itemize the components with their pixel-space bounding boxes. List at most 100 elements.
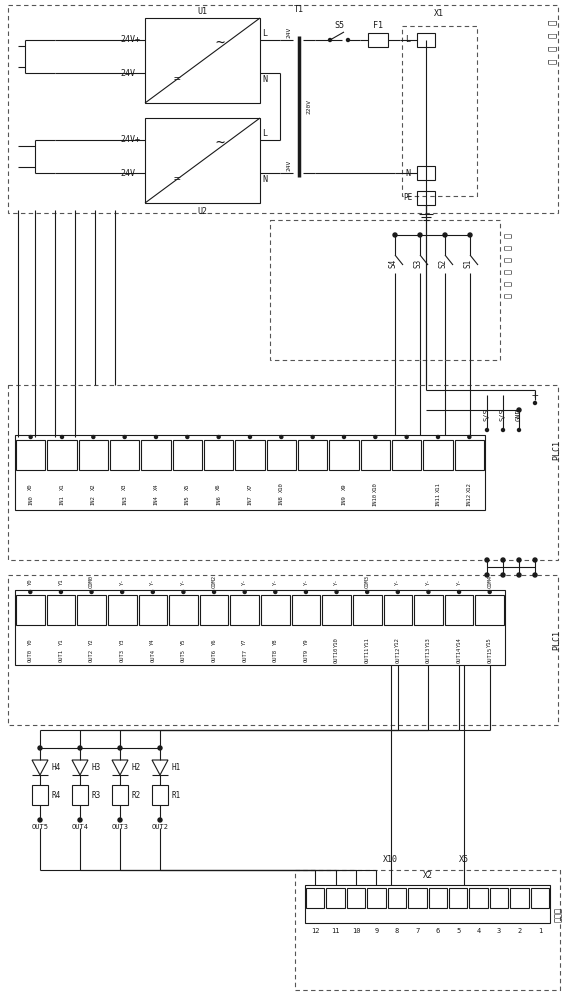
Circle shape (90, 590, 93, 593)
Text: Y-: Y- (273, 579, 278, 585)
Text: IN2: IN2 (91, 495, 96, 505)
Text: S/S: S/S (500, 409, 506, 421)
Text: L: L (405, 35, 410, 44)
Bar (305, 885, 550, 923)
Bar (145, 118, 260, 203)
Text: Y13: Y13 (426, 637, 431, 647)
Text: X5: X5 (185, 484, 190, 490)
Text: X5: X5 (459, 856, 469, 864)
Text: Y-: Y- (457, 579, 462, 585)
Text: X1: X1 (59, 484, 64, 490)
Bar (145, 18, 260, 103)
Text: X10: X10 (373, 482, 378, 492)
Bar (455, 440, 484, 470)
Text: OUT8: OUT8 (273, 648, 278, 662)
Text: 24V-: 24V- (120, 68, 140, 78)
Text: OUT13: OUT13 (426, 647, 431, 663)
Text: Y0: Y0 (28, 639, 33, 645)
Text: OUT5: OUT5 (181, 648, 186, 662)
Text: 拨: 拨 (503, 232, 512, 237)
Bar (261, 595, 290, 625)
Circle shape (78, 746, 82, 750)
Text: OUT3: OUT3 (120, 648, 125, 662)
Text: T1: T1 (294, 5, 304, 14)
Circle shape (501, 558, 505, 562)
Circle shape (158, 746, 162, 750)
Text: Y-: Y- (426, 579, 431, 585)
Text: Y11: Y11 (365, 637, 370, 647)
Text: Y-: Y- (150, 579, 155, 585)
Text: IN7: IN7 (247, 495, 253, 505)
Circle shape (249, 436, 251, 438)
Bar (16, 595, 44, 625)
Text: =: = (174, 74, 181, 84)
Text: Y-: Y- (242, 579, 247, 585)
Text: 8: 8 (395, 928, 399, 934)
Text: Y12: Y12 (396, 637, 400, 647)
Bar (8, 385, 558, 560)
Bar (112, 785, 128, 805)
Circle shape (158, 818, 162, 822)
Bar (267, 440, 296, 470)
Text: 24V+: 24V+ (120, 35, 140, 44)
Text: R2: R2 (132, 790, 141, 800)
Text: Y14: Y14 (457, 637, 462, 647)
Circle shape (243, 590, 246, 593)
Text: X4: X4 (153, 484, 158, 490)
Text: 24V: 24V (287, 26, 291, 38)
Text: 路: 路 (503, 292, 512, 298)
Text: IN3: IN3 (122, 495, 127, 505)
Text: IN9: IN9 (341, 495, 347, 505)
Circle shape (29, 590, 32, 593)
Text: Y3: Y3 (120, 639, 125, 645)
Text: OUT9: OUT9 (303, 648, 308, 662)
Text: X7: X7 (247, 484, 253, 490)
Text: PE: PE (404, 194, 413, 202)
Text: Y2: Y2 (89, 639, 94, 645)
Text: PLC1: PLC1 (552, 630, 561, 650)
Text: 电: 电 (548, 19, 557, 25)
Text: U2: U2 (197, 207, 207, 216)
Bar (16, 440, 46, 470)
Text: Y4: Y4 (150, 639, 155, 645)
Text: S1: S1 (463, 258, 473, 268)
Circle shape (396, 590, 400, 593)
Text: N: N (262, 76, 267, 85)
Bar (417, 191, 435, 205)
Text: 3: 3 (497, 928, 501, 934)
Text: L: L (262, 128, 267, 137)
Text: 6: 6 (435, 928, 440, 934)
Text: +: + (532, 390, 539, 400)
Text: S3: S3 (413, 258, 422, 268)
Bar (475, 595, 504, 625)
Circle shape (38, 746, 42, 750)
Bar (47, 595, 75, 625)
Circle shape (488, 590, 491, 593)
Text: R1: R1 (172, 790, 181, 800)
Circle shape (274, 590, 277, 593)
Text: 24V+: 24V+ (120, 135, 140, 144)
Text: 24V: 24V (287, 159, 291, 171)
Text: OUT4: OUT4 (71, 824, 88, 830)
Circle shape (60, 436, 63, 438)
Text: IN11: IN11 (435, 493, 441, 506)
Text: 9: 9 (374, 928, 378, 934)
Bar (292, 595, 320, 625)
Bar (322, 595, 351, 625)
Text: R4: R4 (52, 790, 61, 800)
Circle shape (468, 233, 472, 237)
Circle shape (78, 818, 82, 822)
Bar (110, 440, 139, 470)
Text: OUT2: OUT2 (89, 648, 94, 662)
Bar (169, 595, 198, 625)
Text: X10: X10 (383, 856, 398, 864)
Text: OUT1: OUT1 (59, 648, 63, 662)
Bar (8, 5, 558, 213)
Text: 2: 2 (517, 928, 522, 934)
Circle shape (182, 590, 185, 593)
Bar (15, 435, 485, 510)
Text: X1: X1 (434, 8, 444, 17)
Text: Y-: Y- (396, 579, 400, 585)
Bar (72, 785, 88, 805)
Circle shape (437, 436, 439, 438)
